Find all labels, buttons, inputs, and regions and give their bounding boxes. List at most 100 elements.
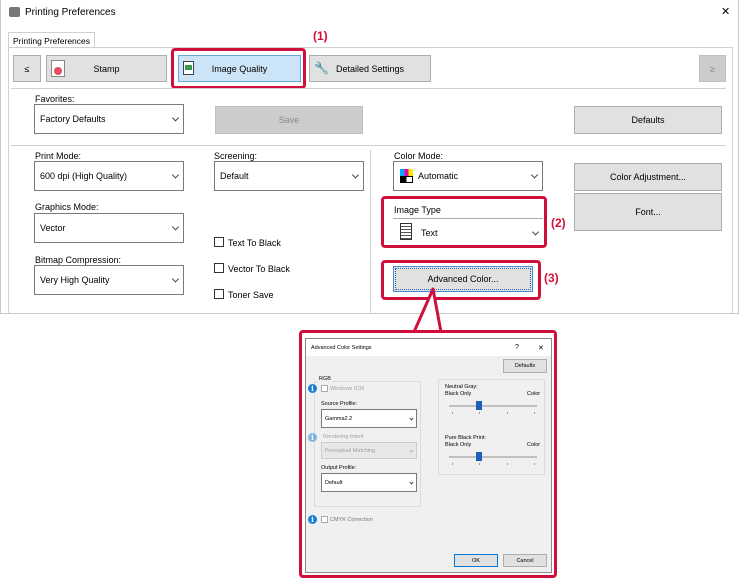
text-to-black-label: Text To Black xyxy=(228,238,281,248)
wrench-icon: 🔧 xyxy=(314,61,329,75)
font-button[interactable]: Font... xyxy=(574,193,722,231)
slider-tick xyxy=(479,412,481,414)
divider xyxy=(11,88,726,89)
text-to-black-checkbox[interactable] xyxy=(214,237,224,247)
graphics-mode-select[interactable]: Vector xyxy=(34,213,184,243)
cancel-button[interactable]: Cancel xyxy=(503,554,547,567)
vertical-divider xyxy=(370,150,371,314)
cmyk-correction-checkbox[interactable] xyxy=(321,516,328,523)
favorites-label: Favorites: xyxy=(35,94,75,104)
favorites-value: Factory Defaults xyxy=(40,114,106,124)
nav-label: Detailed Settings xyxy=(335,63,405,74)
rendering-intent-value: Perceptual Matching xyxy=(325,447,376,454)
rendering-intent-label: Rendering Intent xyxy=(323,434,364,440)
favorites-select[interactable]: Factory Defaults xyxy=(34,104,184,134)
info-icon[interactable]: i xyxy=(308,515,317,524)
nav-label: Stamp xyxy=(93,63,120,74)
slider-tick xyxy=(452,463,453,465)
slider-tick xyxy=(452,412,453,414)
bitmap-compression-value: Very High Quality xyxy=(40,275,110,285)
screening-select[interactable]: Default xyxy=(214,161,364,191)
slider-tick xyxy=(506,463,508,465)
neutral-gray-label: Neutral Gray: xyxy=(445,384,478,390)
dialog-close-button[interactable]: ✕ xyxy=(538,345,544,352)
color-adjustment-button[interactable]: Color Adjustment... xyxy=(574,163,722,191)
stamp-icon xyxy=(51,60,65,77)
callout-2: (2) xyxy=(551,216,566,230)
nav-detailed-settings[interactable]: 🔧 Detailed Settings xyxy=(309,55,431,82)
source-profile-value: Gamma2.2 xyxy=(325,415,353,422)
image-type-select[interactable]: Text xyxy=(393,218,543,246)
cmyk-correction-label: CMYK Correction xyxy=(330,517,373,523)
output-profile-select[interactable]: Default xyxy=(321,473,417,492)
advanced-color-settings-dialog: Advanced Color Settings ? ✕ Defaults RGB… xyxy=(305,338,552,573)
color-mode-select[interactable]: Automatic xyxy=(393,161,543,191)
callout-1: (1) xyxy=(313,29,328,43)
callout-3: (3) xyxy=(544,271,559,285)
graphics-mode-value: Vector xyxy=(40,223,66,233)
divider xyxy=(11,145,726,146)
tab-printing-preferences[interactable]: Printing Preferences xyxy=(8,32,95,48)
pure-black-slider[interactable] xyxy=(449,456,537,458)
screening-value: Default xyxy=(220,171,249,181)
nav-next-button[interactable]: ≥ xyxy=(699,55,726,82)
defaults-button[interactable]: Defaults xyxy=(574,106,722,134)
pure-black-label: Pure Black Print: xyxy=(445,435,486,441)
help-button[interactable]: ? xyxy=(515,344,519,351)
ok-button[interactable]: OK xyxy=(454,554,498,567)
source-profile-label: Source Profile: xyxy=(321,401,358,407)
image-type-label: Image Type xyxy=(394,205,441,215)
nav-image-quality[interactable]: Image Quality xyxy=(178,55,301,82)
color-mode-icon xyxy=(400,169,413,183)
dialog-title: Advanced Color Settings xyxy=(311,345,372,351)
printer-icon xyxy=(9,7,20,17)
print-mode-label: Print Mode: xyxy=(35,151,82,161)
slider-tick xyxy=(534,463,535,465)
chevron-down-icon xyxy=(409,415,414,421)
print-mode-select[interactable]: 600 dpi (High Quality) xyxy=(34,161,184,191)
slider-tick xyxy=(506,412,508,414)
graphics-mode-label: Graphics Mode: xyxy=(35,202,99,212)
rgb-label: RGB xyxy=(318,376,332,382)
tab-panel xyxy=(8,47,733,314)
color-mode-label: Color Mode: xyxy=(394,151,444,161)
toner-save-checkbox[interactable] xyxy=(214,289,224,299)
output-profile-value: Default xyxy=(325,479,343,486)
nav-stamp[interactable]: Stamp xyxy=(46,55,167,82)
gray-black-group xyxy=(438,379,545,475)
advanced-color-button[interactable]: Advanced Color... xyxy=(393,266,533,292)
window-title: Printing Preferences xyxy=(25,7,116,18)
bitmap-compression-select[interactable]: Very High Quality xyxy=(34,265,184,295)
vector-to-black-checkbox[interactable] xyxy=(214,263,224,273)
pure-black-max: Color xyxy=(527,442,541,448)
info-icon[interactable]: i xyxy=(308,433,317,442)
info-icon[interactable]: i xyxy=(308,384,317,393)
nav-prev-button[interactable]: ≤ xyxy=(13,55,41,82)
vector-to-black-label: Vector To Black xyxy=(228,264,290,274)
color-mode-value: Automatic xyxy=(418,171,459,181)
printing-preferences-window: Printing Preferences ✕ Printing Preferen… xyxy=(0,0,739,314)
source-profile-select[interactable]: Gamma2.2 xyxy=(321,409,417,428)
chevron-down-icon xyxy=(409,447,414,453)
neutral-gray-max: Color xyxy=(527,391,541,397)
dialog-defaults-button[interactable]: Defaults xyxy=(503,359,547,373)
neutral-gray-min: Black Only xyxy=(445,391,472,397)
callout-box-1 xyxy=(171,48,306,89)
text-document-icon xyxy=(400,223,412,240)
image-type-value: Text xyxy=(421,227,438,238)
rendering-intent-select[interactable]: Perceptual Matching xyxy=(321,442,417,459)
pure-black-slider-thumb[interactable] xyxy=(476,452,483,461)
neutral-gray-slider[interactable] xyxy=(449,405,537,407)
neutral-gray-slider-thumb[interactable] xyxy=(476,401,483,410)
print-mode-value: 600 dpi (High Quality) xyxy=(40,171,128,181)
windows-icm-label: Windows ICM xyxy=(330,386,364,392)
close-button[interactable]: ✕ xyxy=(721,6,731,18)
windows-icm-checkbox[interactable] xyxy=(321,385,328,392)
screening-label: Screening: xyxy=(214,151,258,161)
save-button[interactable]: Save xyxy=(215,106,363,134)
rgb-group xyxy=(314,381,421,507)
chevron-down-icon xyxy=(409,479,414,485)
image-quality-icon xyxy=(183,61,194,75)
toner-save-label: Toner Save xyxy=(228,290,274,300)
nav-label: Image Quality xyxy=(211,63,268,74)
